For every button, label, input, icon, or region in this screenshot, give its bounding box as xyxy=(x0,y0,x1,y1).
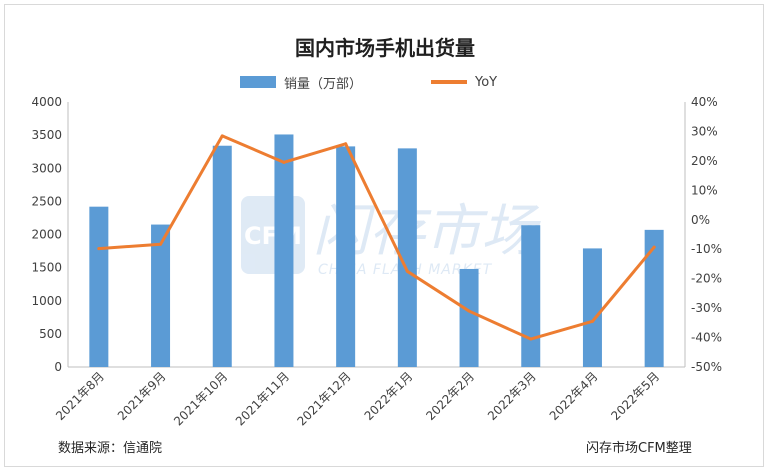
y-right-tick-label: -30% xyxy=(691,301,722,315)
yoy-point xyxy=(344,142,347,145)
x-tick-label: 2021年11月 xyxy=(233,369,292,428)
yoy-point xyxy=(97,247,100,250)
credit-note: 闪存市场CFM整理 xyxy=(586,437,692,456)
source-note: 数据来源：信通院 xyxy=(58,437,162,456)
y-left-tick-label: 3000 xyxy=(31,161,62,175)
x-tick-label: 2022年4月 xyxy=(547,369,601,423)
x-tick-label: 2022年5月 xyxy=(608,369,662,423)
yoy-point xyxy=(529,338,532,341)
bar xyxy=(521,225,540,367)
y-left-tick-label: 2000 xyxy=(31,228,62,242)
bar xyxy=(336,146,355,367)
y-right-tick-label: -10% xyxy=(691,242,722,256)
bar xyxy=(460,269,479,367)
y-right-tick-label: -50% xyxy=(691,360,722,374)
y-right-tick-label: 0% xyxy=(691,213,710,227)
x-tick-label: 2022年1月 xyxy=(362,369,416,423)
y-right-tick-label: 30% xyxy=(691,124,718,138)
y-left-tick-label: 0 xyxy=(54,360,62,374)
x-tick-label: 2021年12月 xyxy=(295,369,354,428)
y-left-tick-label: 500 xyxy=(39,327,62,341)
bar xyxy=(274,134,293,367)
yoy-point xyxy=(282,161,285,164)
yoy-point xyxy=(591,320,594,323)
x-tick-label: 2022年2月 xyxy=(423,369,477,423)
y-left-tick-label: 4000 xyxy=(31,95,62,109)
yoy-point xyxy=(406,270,409,273)
y-left-tick-label: 3500 xyxy=(31,128,62,142)
bar xyxy=(213,146,232,367)
x-tick-label: 2021年9月 xyxy=(115,369,169,423)
y-right-tick-label: -20% xyxy=(691,272,722,286)
yoy-point xyxy=(653,246,656,249)
yoy-point xyxy=(159,243,162,246)
y-right-tick-label: -40% xyxy=(691,331,722,345)
x-tick-label: 2021年8月 xyxy=(53,369,107,423)
y-right-tick-label: 10% xyxy=(691,183,718,197)
y-left-tick-label: 1500 xyxy=(31,261,62,275)
bar xyxy=(583,248,602,367)
yoy-point xyxy=(221,134,224,137)
x-tick-label: 2021年10月 xyxy=(171,369,230,428)
y-left-tick-label: 2500 xyxy=(31,194,62,208)
x-tick-label: 2022年3月 xyxy=(485,369,539,423)
y-right-tick-label: 40% xyxy=(691,95,718,109)
yoy-point xyxy=(468,310,471,313)
bar xyxy=(645,230,664,367)
bar xyxy=(89,207,108,367)
y-right-tick-label: 20% xyxy=(691,154,718,168)
y-left-tick-label: 1000 xyxy=(31,294,62,308)
